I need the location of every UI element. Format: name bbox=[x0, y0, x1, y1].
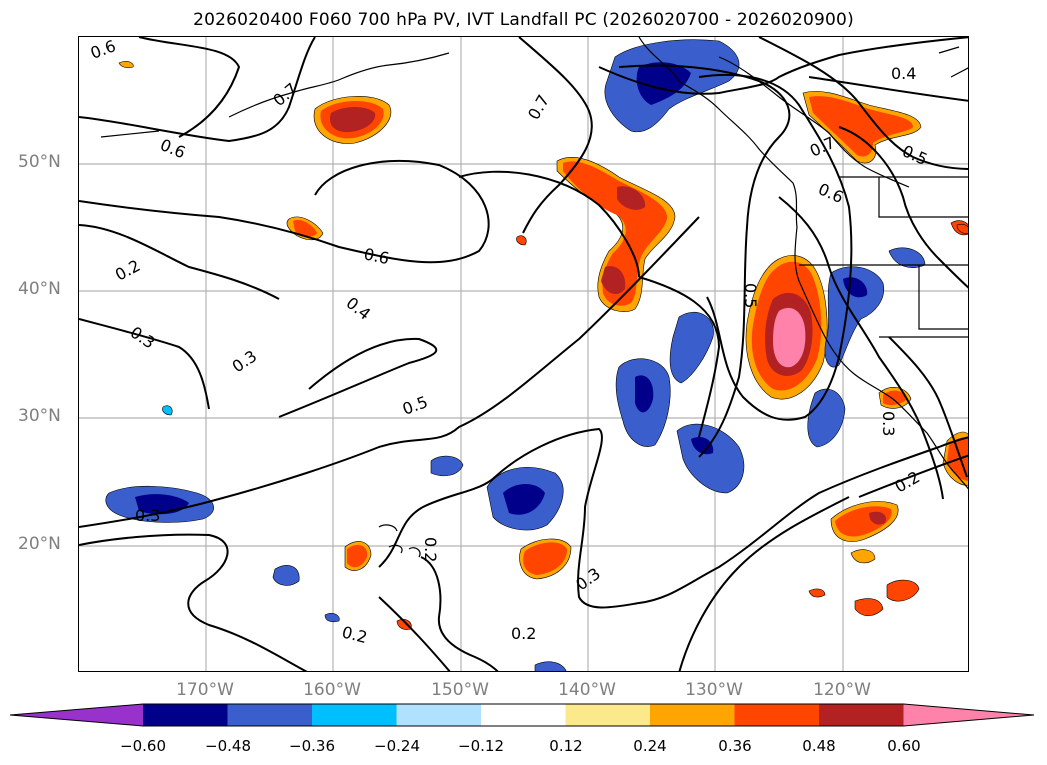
colorbar-tick-label: −0.60 bbox=[120, 737, 166, 755]
map-svg: 0.6 0.7 0.6 0.6 0.4 0.2 0.3 0.3 0.5 0.3 … bbox=[79, 37, 968, 671]
colorbar-segment bbox=[396, 704, 482, 726]
lon-label: 140°W bbox=[558, 680, 616, 700]
lat-label: 30°N bbox=[18, 406, 61, 426]
colorbar-extend-left bbox=[10, 704, 143, 726]
colorbar-tick-label: 0.24 bbox=[633, 737, 667, 755]
contour-label: 0.3 bbox=[135, 506, 160, 525]
contour-label: 0.6 bbox=[362, 244, 391, 268]
contour-label: 0.3 bbox=[572, 564, 604, 594]
colorbar-tick-label: 0.12 bbox=[549, 737, 583, 755]
colorbar-tick-label: −0.12 bbox=[458, 737, 504, 755]
contour-label: 0.5 bbox=[899, 141, 930, 169]
contour-label: 0.5 bbox=[400, 392, 430, 419]
colorbar-segment bbox=[819, 704, 904, 726]
colorbar-segment bbox=[143, 704, 228, 726]
colorbar-tick-label: −0.24 bbox=[374, 737, 420, 755]
contour-label: 0.2 bbox=[112, 256, 143, 285]
colorbar-segment bbox=[481, 704, 566, 726]
colorbar bbox=[10, 703, 1035, 727]
contour-label: 0.6 bbox=[88, 37, 118, 63]
lon-label: 150°W bbox=[431, 680, 489, 700]
map-title: 2026020400 F060 700 hPa PV, IVT Landfall… bbox=[193, 10, 854, 30]
lon-label: 130°W bbox=[685, 680, 743, 700]
contour-label: 0.4 bbox=[891, 64, 916, 83]
contour-label: 0.4 bbox=[343, 293, 375, 324]
contour-label: 0.3 bbox=[229, 346, 261, 376]
negative-anomaly-blob bbox=[676, 423, 745, 494]
contour-label: 0.3 bbox=[127, 323, 159, 353]
contour-label: 0.2 bbox=[340, 622, 369, 647]
colorbar-outline bbox=[10, 703, 1035, 727]
lon-label: 160°W bbox=[303, 680, 361, 700]
contour-label: 0.2 bbox=[511, 624, 536, 643]
colorbar-segment bbox=[565, 704, 651, 726]
colorbar-tick-label: 0.60 bbox=[887, 737, 921, 755]
map-panel: 0.6 0.7 0.6 0.6 0.4 0.2 0.3 0.3 0.5 0.3 … bbox=[78, 36, 969, 672]
colorbar-tick-label: 0.36 bbox=[718, 737, 752, 755]
colorbar-tick-label: 0.48 bbox=[802, 737, 836, 755]
colorbar-segment bbox=[734, 704, 820, 726]
lon-label: 170°W bbox=[176, 680, 234, 700]
pink-core bbox=[773, 307, 806, 368]
lat-label: 50°N bbox=[18, 152, 61, 172]
contour-label: 0.6 bbox=[158, 135, 189, 162]
contour-label: 0.2 bbox=[421, 537, 440, 562]
colorbar-tick-label: −0.48 bbox=[205, 737, 251, 755]
colorbar-tick-label: −0.36 bbox=[289, 737, 335, 755]
contour-label: 0.3 bbox=[879, 411, 898, 436]
lat-label: 20°N bbox=[18, 534, 61, 554]
pv-contours bbox=[79, 37, 968, 671]
colorbar-segment bbox=[650, 704, 735, 726]
colorbar-extend-right bbox=[903, 704, 1034, 726]
lat-label: 40°N bbox=[18, 279, 61, 299]
colorbar-segment bbox=[312, 704, 397, 726]
contour-label: 0.2 bbox=[892, 467, 924, 496]
contour-label: 0.5 bbox=[741, 283, 760, 308]
colorbar-segment bbox=[227, 704, 313, 726]
contour-label: 0.7 bbox=[524, 91, 553, 123]
negative-anomaly-blob bbox=[807, 388, 846, 448]
lon-label: 120°W bbox=[813, 680, 871, 700]
negative-anomaly-blob bbox=[669, 312, 714, 384]
